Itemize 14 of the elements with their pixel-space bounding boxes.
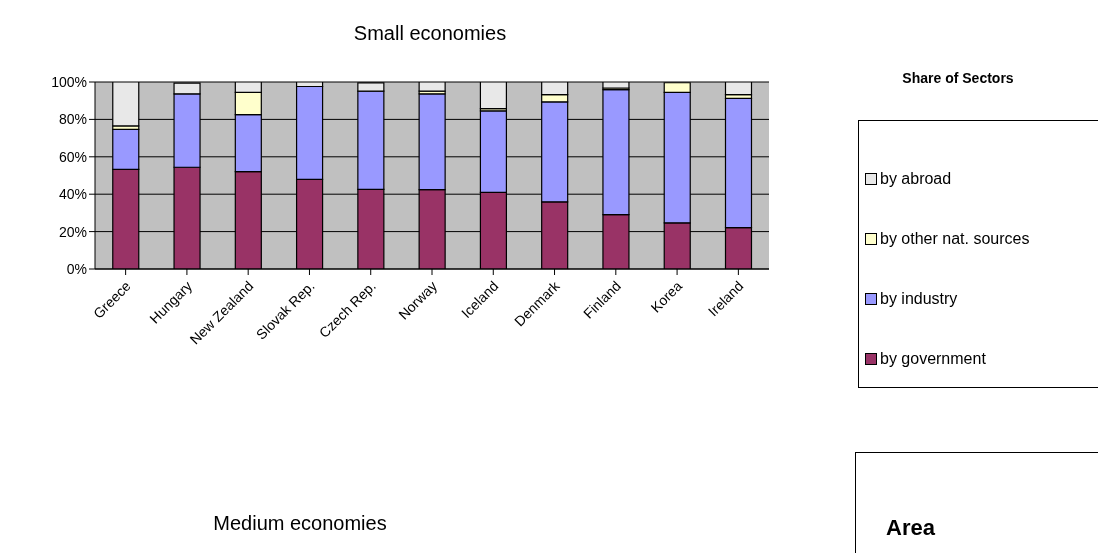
y-tick-label: 80% bbox=[58, 111, 87, 128]
y-tick-label: 20% bbox=[58, 223, 87, 240]
y-tick-label: 60% bbox=[58, 148, 87, 165]
legend-label: by other nat. sources bbox=[880, 230, 1030, 248]
chart-title: Small economies bbox=[352, 22, 508, 45]
legend-label: by industry bbox=[880, 290, 958, 308]
y-tick-label: 100% bbox=[51, 73, 87, 90]
text: Medium economies bbox=[212, 512, 388, 535]
legend-label: by abroad bbox=[880, 170, 952, 188]
legend-title: Share of Sectors bbox=[901, 70, 1015, 86]
y-tick-label: 0% bbox=[66, 260, 87, 277]
y-tick-label: 40% bbox=[58, 186, 87, 203]
legend-label: by government bbox=[880, 350, 986, 368]
text: Area bbox=[886, 515, 935, 541]
